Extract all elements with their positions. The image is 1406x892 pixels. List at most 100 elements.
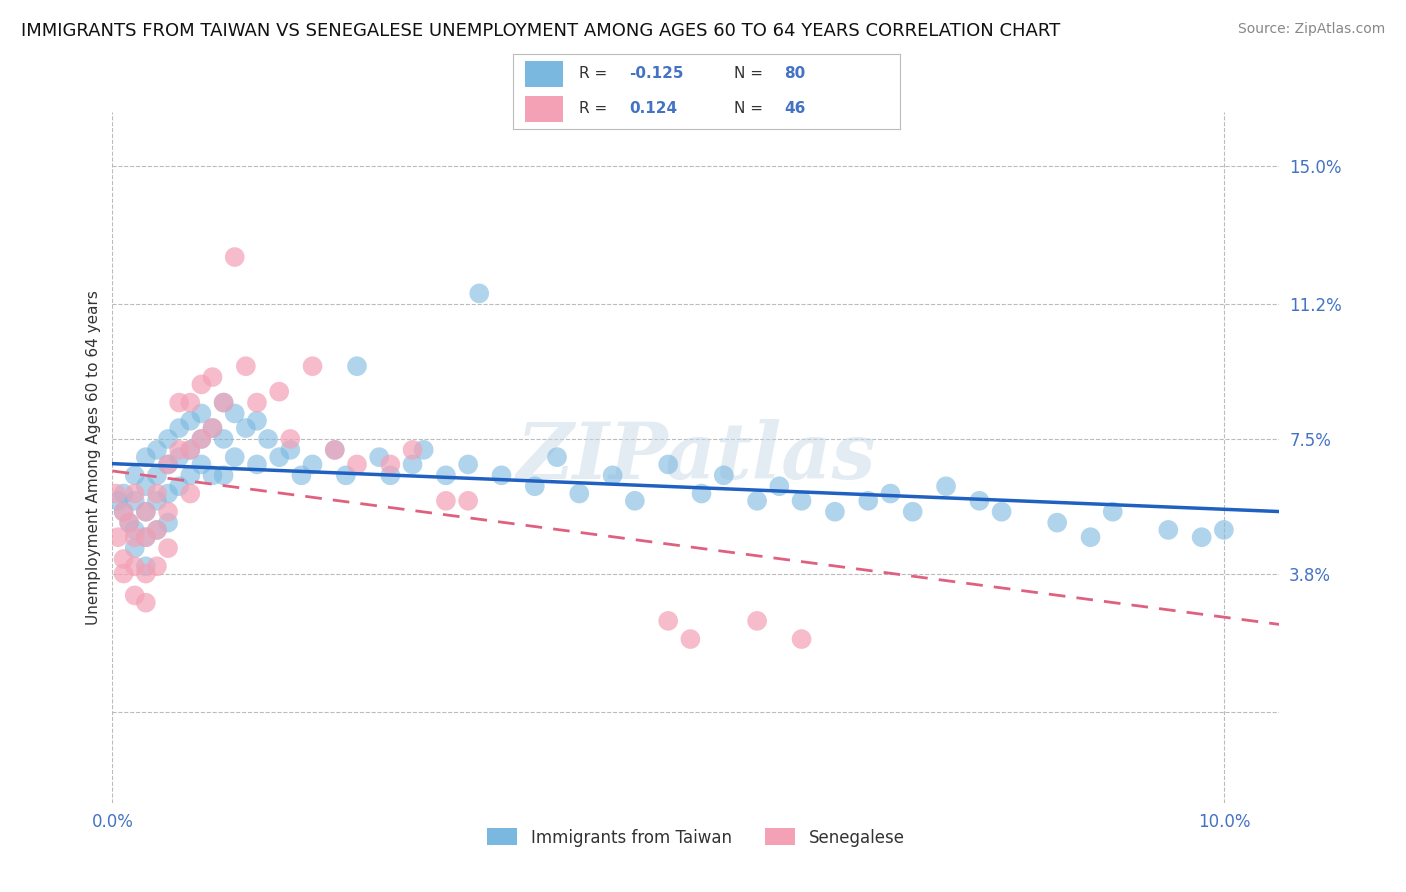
Point [190,377,212,392]
Point [124,589,146,603]
Point [104,486,127,500]
Point [135,479,157,493]
Point [457,458,479,472]
Point [212,395,235,409]
Point [412,442,434,457]
Point [212,395,235,409]
Point [246,458,269,472]
Point [212,432,235,446]
Point [790,632,813,646]
Point [224,250,246,264]
Point [657,458,679,472]
Point [969,493,991,508]
Point [301,458,323,472]
Point [157,505,180,519]
Point [135,559,157,574]
Text: ZIPatlas: ZIPatlas [516,419,876,495]
Point [124,468,146,483]
Point [135,530,157,544]
Point [179,414,201,428]
Point [401,442,423,457]
Point [157,516,180,530]
Y-axis label: Unemployment Among Ages 60 to 64 years: Unemployment Among Ages 60 to 64 years [86,290,101,624]
Point [146,523,169,537]
Point [1191,530,1213,544]
Point [290,468,312,483]
Point [112,552,135,566]
Point [380,458,402,472]
Point [157,458,180,472]
Point [768,479,790,493]
Point [157,541,180,555]
Point [1157,523,1180,537]
Point [124,493,146,508]
Point [491,468,513,483]
Point [346,359,368,374]
Point [790,493,813,508]
Point [745,493,768,508]
Point [246,414,269,428]
Point [146,493,169,508]
Point [179,486,201,500]
Point [713,468,735,483]
Text: 80: 80 [785,67,806,81]
Point [157,458,180,472]
Point [112,505,135,519]
Text: Source: ZipAtlas.com: Source: ZipAtlas.com [1237,22,1385,37]
Point [167,421,190,435]
Point [323,442,346,457]
Point [146,468,169,483]
Point [135,505,157,519]
Point [380,468,402,483]
Point [690,486,713,500]
Point [1212,523,1234,537]
Text: IMMIGRANTS FROM TAIWAN VS SENEGALESE UNEMPLOYMENT AMONG AGES 60 TO 64 YEARS CORR: IMMIGRANTS FROM TAIWAN VS SENEGALESE UNE… [21,22,1060,40]
Point [124,559,146,574]
Text: -0.125: -0.125 [630,67,683,81]
Point [190,432,212,446]
FancyBboxPatch shape [524,96,564,122]
Point [224,407,246,421]
Point [602,468,624,483]
Text: N =: N = [734,102,768,116]
Point [135,596,157,610]
Point [135,566,157,581]
Point [146,559,169,574]
Point [157,432,180,446]
Point [124,486,146,500]
Point [346,458,368,472]
Point [107,530,129,544]
Point [201,468,224,483]
Point [523,479,546,493]
Point [167,450,190,464]
Text: R =: R = [579,102,612,116]
Point [190,432,212,446]
Point [546,450,568,464]
Point [745,614,768,628]
Point [146,486,169,500]
Point [879,486,901,500]
Point [135,505,157,519]
Point [278,442,301,457]
Point [135,450,157,464]
Point [1046,516,1069,530]
Point [201,421,224,435]
Point [246,395,269,409]
Legend: Immigrants from Taiwan, Senegalese: Immigrants from Taiwan, Senegalese [481,822,911,854]
Point [167,395,190,409]
Point [224,450,246,464]
Point [112,486,135,500]
Point [146,523,169,537]
Point [167,479,190,493]
Point [901,505,924,519]
Point [468,286,491,301]
Point [179,442,201,457]
Point [1101,505,1123,519]
Point [112,505,135,519]
Point [107,493,129,508]
Point [401,458,423,472]
Point [335,468,357,483]
Point [301,359,323,374]
Point [190,407,212,421]
Point [624,493,647,508]
